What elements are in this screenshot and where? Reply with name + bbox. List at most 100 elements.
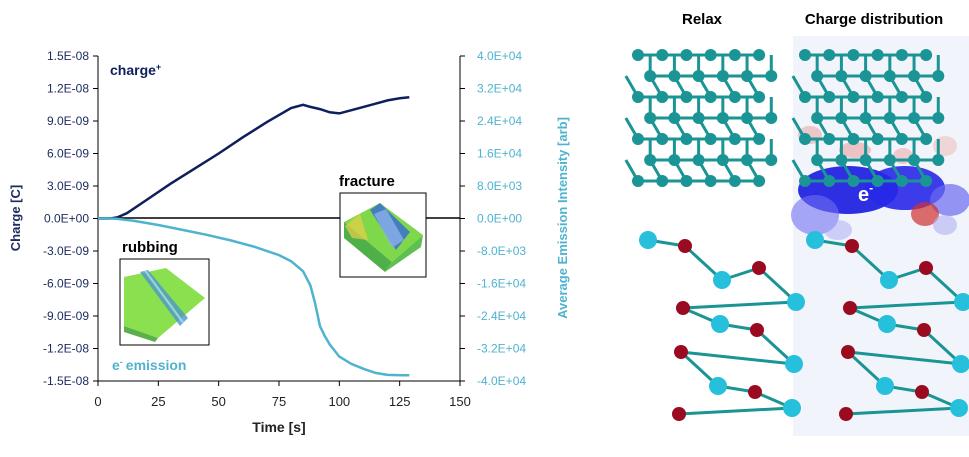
atom <box>871 49 884 61</box>
right-y-tick-label: -2.4E+04 <box>477 309 526 323</box>
atom <box>859 112 872 124</box>
atom <box>632 133 644 145</box>
atom <box>920 133 933 145</box>
atom <box>799 49 811 61</box>
atom <box>917 323 931 337</box>
fracture-label: fracture <box>339 173 395 190</box>
electron-label: e- <box>858 181 873 206</box>
atom <box>672 407 686 421</box>
atom <box>716 154 729 166</box>
atom-bond <box>849 300 964 310</box>
atom <box>799 133 811 145</box>
atom <box>644 112 657 124</box>
atom <box>952 355 969 373</box>
atom <box>632 91 644 103</box>
atom <box>728 91 741 103</box>
charge-emission-chart: 1.5E-08 1.2E-08 9.0E-09 6.0E-09 3.0E-09 0.0E+… <box>8 49 570 435</box>
atom <box>783 399 801 417</box>
x-tick-label: 125 <box>389 394 411 409</box>
atom <box>843 301 857 315</box>
atom <box>823 91 836 103</box>
atom <box>728 175 741 187</box>
atom <box>692 70 705 82</box>
atom <box>692 112 705 124</box>
rubbing-label: rubbing <box>122 239 178 256</box>
rubbing-inset-image <box>119 258 210 346</box>
atom <box>895 175 908 187</box>
right-y-tick-label: -1.6E+04 <box>477 277 526 291</box>
right-y-tick-label: 8.0E+03 <box>477 179 522 193</box>
atom <box>680 49 693 61</box>
atom <box>799 91 811 103</box>
atom <box>847 49 860 61</box>
atom <box>883 154 896 166</box>
atom <box>741 154 754 166</box>
atom <box>799 175 811 187</box>
atom <box>644 70 657 82</box>
atom <box>915 385 929 399</box>
charge-series-line <box>98 95 410 220</box>
atom <box>656 133 669 145</box>
atom <box>741 112 754 124</box>
atom <box>656 175 669 187</box>
atom <box>709 377 727 395</box>
atom <box>823 49 836 61</box>
atom <box>871 175 884 187</box>
right-y-tick-label: -4.0E+04 <box>477 374 526 388</box>
atom <box>680 91 693 103</box>
atom <box>680 133 693 145</box>
x-ticks: 0 25 50 75 100 125 150 <box>94 381 471 409</box>
atom <box>895 91 908 103</box>
atom <box>704 133 717 145</box>
right-y-tick-label: 3.2E+04 <box>477 82 522 96</box>
atom <box>823 133 836 145</box>
atom <box>908 154 921 166</box>
atom <box>787 293 805 311</box>
atom <box>919 261 933 275</box>
atom <box>883 112 896 124</box>
relax-title: Relax <box>682 11 723 28</box>
left-y-tick-label: -6.0E-09 <box>43 277 89 291</box>
emission-series-label: e-emission <box>112 357 187 373</box>
atom <box>668 112 681 124</box>
right-y-tick-label: -8.0E+03 <box>477 244 526 258</box>
atom <box>811 70 824 82</box>
charge-distribution-title: Charge distribution <box>805 11 943 28</box>
atom <box>632 175 644 187</box>
atom <box>753 133 766 145</box>
atom <box>839 407 853 421</box>
atom <box>859 70 872 82</box>
right-y-tick-label: 0.0E+00 <box>477 212 522 226</box>
atom <box>753 175 766 187</box>
atom <box>920 91 933 103</box>
left-y-tick-label: 6.0E-09 <box>47 147 89 161</box>
atom <box>847 91 860 103</box>
atom <box>823 175 836 187</box>
atom-bond <box>678 406 793 416</box>
atom <box>668 70 681 82</box>
atom <box>728 133 741 145</box>
atom <box>753 49 766 61</box>
atom <box>785 355 803 373</box>
atom <box>680 175 693 187</box>
atom <box>632 49 644 61</box>
left-y-tick-label: 3.0E-09 <box>47 179 89 193</box>
atom <box>713 271 731 289</box>
x-tick-label: 25 <box>151 394 165 409</box>
left-y-axis-label: Charge [C] <box>8 185 23 251</box>
atom <box>883 70 896 82</box>
right-y-tick-label: 2.4E+04 <box>477 114 522 128</box>
atom <box>656 91 669 103</box>
atom <box>847 175 860 187</box>
relax-structure-atoms <box>632 49 805 421</box>
atom <box>932 154 945 166</box>
atom <box>845 239 859 253</box>
atom <box>728 49 741 61</box>
atom <box>741 70 754 82</box>
left-y-tick-label: -9.0E-09 <box>43 309 89 323</box>
atom <box>639 231 657 249</box>
atom <box>895 133 908 145</box>
atom <box>841 345 855 359</box>
right-y-tick-label: -3.2E+04 <box>477 342 526 356</box>
left-y-ticks: 1.5E-08 1.2E-08 9.0E-09 6.0E-09 3.0E-09 0.0E+… <box>43 49 98 388</box>
